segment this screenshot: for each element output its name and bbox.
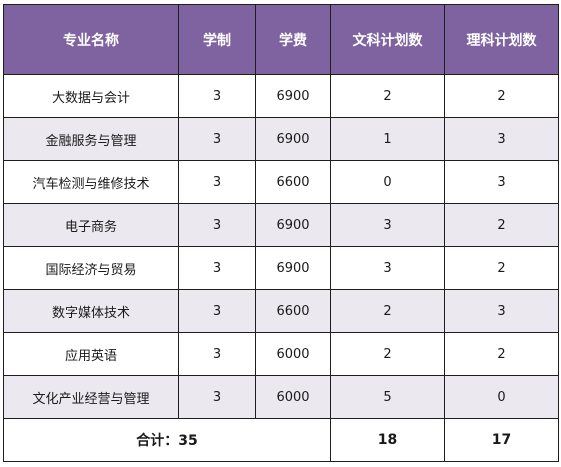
cell-major: 电子商务 <box>3 203 179 247</box>
cell-liberal-arts-plan: 2 <box>330 74 445 118</box>
cell-liberal-arts-plan: 5 <box>330 375 445 419</box>
table-row: 数字媒体技术 3 6600 2 3 <box>3 289 559 333</box>
cell-science-plan: 0 <box>444 375 559 419</box>
cell-duration: 3 <box>178 246 256 290</box>
cell-science-plan: 3 <box>444 117 559 161</box>
cell-science-plan: 3 <box>444 289 559 333</box>
cell-major: 大数据与会计 <box>3 74 179 118</box>
table-row: 金融服务与管理 3 6900 1 3 <box>3 117 559 161</box>
total-row: 合计：35 18 17 <box>3 418 559 462</box>
cell-duration: 3 <box>178 117 256 161</box>
table-container: 专业名称 学制 学费 文科计划数 理科计划数 大数据与会计 3 6900 2 2… <box>3 4 559 462</box>
cell-duration: 3 <box>178 160 256 204</box>
cell-tuition: 6600 <box>255 160 331 204</box>
cell-science-plan: 2 <box>444 332 559 376</box>
table-row: 汽车检测与维修技术 3 6600 0 3 <box>3 160 559 204</box>
table-header: 专业名称 学制 学费 文科计划数 理科计划数 <box>3 4 559 75</box>
cell-science-plan: 2 <box>444 203 559 247</box>
cell-major: 应用英语 <box>3 332 179 376</box>
cell-tuition: 6000 <box>255 375 331 419</box>
cell-tuition: 6900 <box>255 74 331 118</box>
cell-major: 国际经济与贸易 <box>3 246 179 290</box>
header-tuition: 学费 <box>255 4 331 75</box>
cell-liberal-arts-plan: 3 <box>330 203 445 247</box>
cell-duration: 3 <box>178 375 256 419</box>
cell-duration: 3 <box>178 289 256 333</box>
table-row: 文化产业经营与管理 3 6000 5 0 <box>3 375 559 419</box>
cell-science-plan: 3 <box>444 160 559 204</box>
cell-liberal-arts-plan: 2 <box>330 332 445 376</box>
cell-major: 文化产业经营与管理 <box>3 375 179 419</box>
cell-liberal-arts-plan: 1 <box>330 117 445 161</box>
cell-tuition: 6900 <box>255 246 331 290</box>
header-row: 专业名称 学制 学费 文科计划数 理科计划数 <box>3 4 559 75</box>
table-row: 电子商务 3 6900 3 2 <box>3 203 559 247</box>
total-label: 合计：35 <box>3 418 331 462</box>
cell-liberal-arts-plan: 3 <box>330 246 445 290</box>
cell-tuition: 6000 <box>255 332 331 376</box>
total-science-plan: 17 <box>444 418 559 462</box>
cell-liberal-arts-plan: 0 <box>330 160 445 204</box>
cell-tuition: 6900 <box>255 117 331 161</box>
header-duration: 学制 <box>178 4 256 75</box>
enrollment-plan-table: 专业名称 学制 学费 文科计划数 理科计划数 大数据与会计 3 6900 2 2… <box>3 4 559 462</box>
header-science-plan: 理科计划数 <box>444 4 559 75</box>
table-footer: 合计：35 18 17 <box>3 418 559 462</box>
cell-major: 金融服务与管理 <box>3 117 179 161</box>
cell-duration: 3 <box>178 332 256 376</box>
cell-duration: 3 <box>178 203 256 247</box>
cell-tuition: 6600 <box>255 289 331 333</box>
cell-tuition: 6900 <box>255 203 331 247</box>
cell-science-plan: 2 <box>444 246 559 290</box>
cell-duration: 3 <box>178 74 256 118</box>
header-major: 专业名称 <box>3 4 179 75</box>
table-body: 大数据与会计 3 6900 2 2 金融服务与管理 3 6900 1 3 汽车检… <box>3 74 559 419</box>
table-row: 应用英语 3 6000 2 2 <box>3 332 559 376</box>
cell-major: 数字媒体技术 <box>3 289 179 333</box>
cell-science-plan: 2 <box>444 74 559 118</box>
table-row: 国际经济与贸易 3 6900 3 2 <box>3 246 559 290</box>
header-liberal-arts-plan: 文科计划数 <box>330 4 445 75</box>
table-row: 大数据与会计 3 6900 2 2 <box>3 74 559 118</box>
total-liberal-arts-plan: 18 <box>330 418 445 462</box>
cell-liberal-arts-plan: 2 <box>330 289 445 333</box>
cell-major: 汽车检测与维修技术 <box>3 160 179 204</box>
